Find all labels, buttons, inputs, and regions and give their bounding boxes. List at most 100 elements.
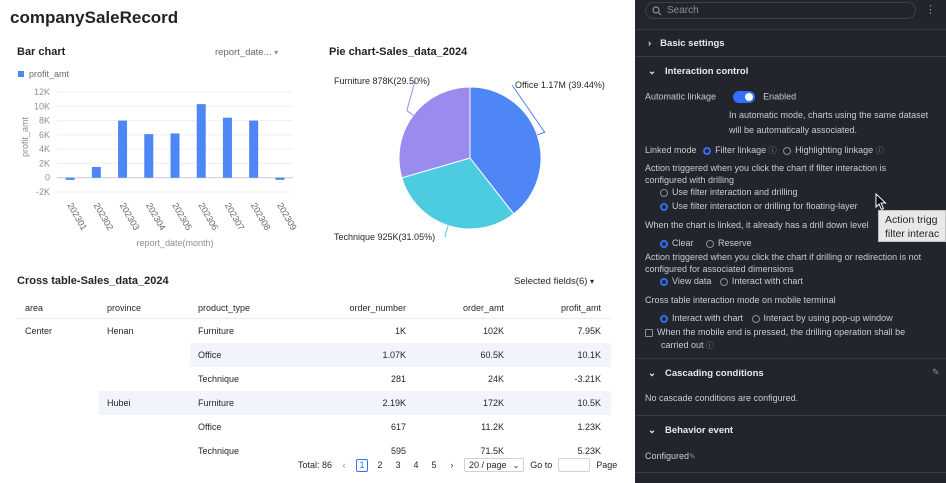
behavior-event-label: Behavior event <box>664 425 734 436</box>
bar[interactable] <box>170 133 180 178</box>
bar[interactable] <box>144 134 154 178</box>
bar[interactable] <box>249 120 259 178</box>
configured-row[interactable]: Configured✎ <box>645 451 696 461</box>
page-1[interactable]: 1 <box>356 458 369 472</box>
bar[interactable] <box>222 117 232 178</box>
mobile-mode-text: Cross table interaction mode on mobile t… <box>645 295 836 305</box>
table-cell-order-number: 2.19K <box>382 398 406 408</box>
col-header-order-number[interactable]: order_number <box>349 302 406 313</box>
filter-linkage-radio[interactable] <box>703 146 712 155</box>
bar-x-tick: 202307 <box>223 201 247 232</box>
bar-dimension-dropdown[interactable]: report_date... ▾ <box>215 47 278 58</box>
section-basic-settings[interactable]: › Basic settings <box>648 38 725 49</box>
use-filter-drilling-label: Use filter interaction and drilling <box>672 187 798 197</box>
dashboard-canvas: companySaleRecord Bar chart report_date.… <box>0 8 635 472</box>
mobile-press-row-2: carried out ⓘ <box>661 340 714 351</box>
bar-legend[interactable]: profit_amt <box>18 69 69 79</box>
edit-icon[interactable]: ✎ <box>932 367 940 377</box>
pie-slice-office[interactable] <box>469 86 542 215</box>
auto-desc-2: will be automatically associated. <box>729 125 858 135</box>
bar-dimension-label: report_date... <box>215 47 272 58</box>
mobile-popup-radio[interactable] <box>751 314 760 323</box>
table-row[interactable]: Hubei Furniture 2.19K 172K 10.5K <box>17 391 611 415</box>
automatic-linkage-label: Automatic linkage <box>645 91 717 102</box>
bar-y-tick: 8K <box>39 116 50 126</box>
page-3[interactable]: 3 <box>395 460 401 470</box>
col-header-area[interactable]: area <box>25 302 44 313</box>
interact-with-chart-radio[interactable] <box>719 277 728 286</box>
page-size-select[interactable]: 20 / page ⌄ <box>464 458 525 472</box>
use-filter-or-drilling-radio[interactable] <box>660 202 668 211</box>
use-filter-drilling-option[interactable]: Use filter interaction and drilling <box>660 187 798 197</box>
table-cell-order-number: 595 <box>390 446 406 456</box>
search-placeholder: Search <box>667 5 699 16</box>
page-2[interactable]: 2 <box>377 460 383 470</box>
configured-label: Configured <box>645 451 690 461</box>
table-row[interactable]: Technique 281 24K -3.21K <box>17 367 611 391</box>
bar[interactable] <box>65 177 75 180</box>
table-row[interactable]: Office 1.07K 60.5K 10.1K <box>17 343 611 367</box>
bar-y-tick: 10K <box>34 101 50 111</box>
table-row[interactable]: Technique 595 71.5K 5.23K <box>17 439 611 463</box>
pie-slice-technique[interactable] <box>401 157 515 230</box>
col-header-province[interactable]: province <box>107 302 142 313</box>
goto-page-input[interactable] <box>558 458 591 472</box>
pie-leader-line <box>406 80 416 116</box>
bar-x-tick: 202302 <box>92 201 116 232</box>
view-data-radio[interactable] <box>660 277 668 286</box>
mobile-interact-chart-radio[interactable] <box>660 314 668 323</box>
chevron-down-icon: ▾ <box>274 48 279 57</box>
mobile-popup-label: Interact by using pop-up window <box>763 313 893 323</box>
info-icon: ⓘ <box>768 146 777 155</box>
table-cell-province: Henan <box>107 326 134 336</box>
col-header-profit-amt[interactable]: profit_amt <box>560 302 601 313</box>
mobile-mode-options: Interact with chart Interact by using po… <box>660 313 893 323</box>
highlighting-linkage-radio[interactable] <box>783 146 792 155</box>
edit-icon: ✎ <box>689 452 696 461</box>
page-5[interactable]: 5 <box>431 460 437 470</box>
col-header-product-type[interactable]: product_type <box>198 302 251 313</box>
selected-fields-dropdown[interactable]: Selected fields(6) ▾ <box>514 276 594 287</box>
auto-desc-1: In automatic mode, charts using the same… <box>729 110 929 120</box>
mobile-press-text-1: When the mobile end is pressed, the dril… <box>657 327 906 337</box>
bar[interactable] <box>118 120 128 178</box>
bar[interactable] <box>196 104 206 178</box>
table-cell-order-number: 281 <box>390 374 406 384</box>
cross-table: area province product_type order_number … <box>17 297 611 463</box>
next-page-icon[interactable]: › <box>450 460 454 470</box>
automatic-linkage-toggle[interactable] <box>732 91 755 103</box>
legend-label: profit_amt <box>29 69 70 79</box>
table-cell-order-amt: 24K <box>487 374 504 384</box>
table-row[interactable]: Center Henan Furniture 1K 102K 7.95K <box>17 319 611 343</box>
more-options-icon[interactable]: ⋮ <box>925 4 936 16</box>
table-cell-order-amt: 11.2K <box>481 422 504 432</box>
prev-page-icon[interactable]: ‹ <box>342 460 346 470</box>
table-cell-profit-amt: 5.23K <box>577 446 601 456</box>
pie-chart[interactable]: Office 1.17M (39.44%) Technique 925K(31.0… <box>320 68 635 258</box>
section-behavior-event[interactable]: ⌄ Behavior event <box>648 425 733 436</box>
mobile-press-checkbox[interactable] <box>645 328 653 337</box>
tooltip-line-1: Action trigg <box>885 214 938 226</box>
use-filter-or-drilling-option[interactable]: Use filter interaction or drilling for f… <box>660 201 858 211</box>
page-size-label: 20 / page <box>469 460 507 470</box>
search-input[interactable]: Search <box>645 2 916 19</box>
section-interaction-control[interactable]: ⌄ Interaction control <box>648 66 748 77</box>
page-label: Page <box>596 460 618 470</box>
pie-slice-furniture[interactable] <box>398 86 471 179</box>
table-header-row: area province product_type order_number … <box>17 297 611 319</box>
reserve-radio[interactable] <box>706 239 715 248</box>
bar-y-tick: -2K <box>36 187 50 197</box>
info-icon: ⓘ <box>875 146 884 155</box>
interact-with-chart-label: Interact with chart <box>731 276 803 286</box>
bar-y-tick: 12K <box>34 87 50 97</box>
col-header-order-amt[interactable]: order_amt <box>462 302 504 313</box>
bar[interactable] <box>275 177 285 180</box>
bar[interactable] <box>91 167 101 178</box>
table-row[interactable]: Office 617 11.2K 1.23K <box>17 415 611 439</box>
use-filter-drilling-radio[interactable] <box>660 188 668 197</box>
clear-radio[interactable] <box>660 239 668 248</box>
page-4[interactable]: 4 <box>413 460 419 470</box>
section-cascading-conditions[interactable]: ⌄ Cascading conditions <box>648 368 764 379</box>
selected-fields-label: Selected fields(6) <box>514 276 588 287</box>
